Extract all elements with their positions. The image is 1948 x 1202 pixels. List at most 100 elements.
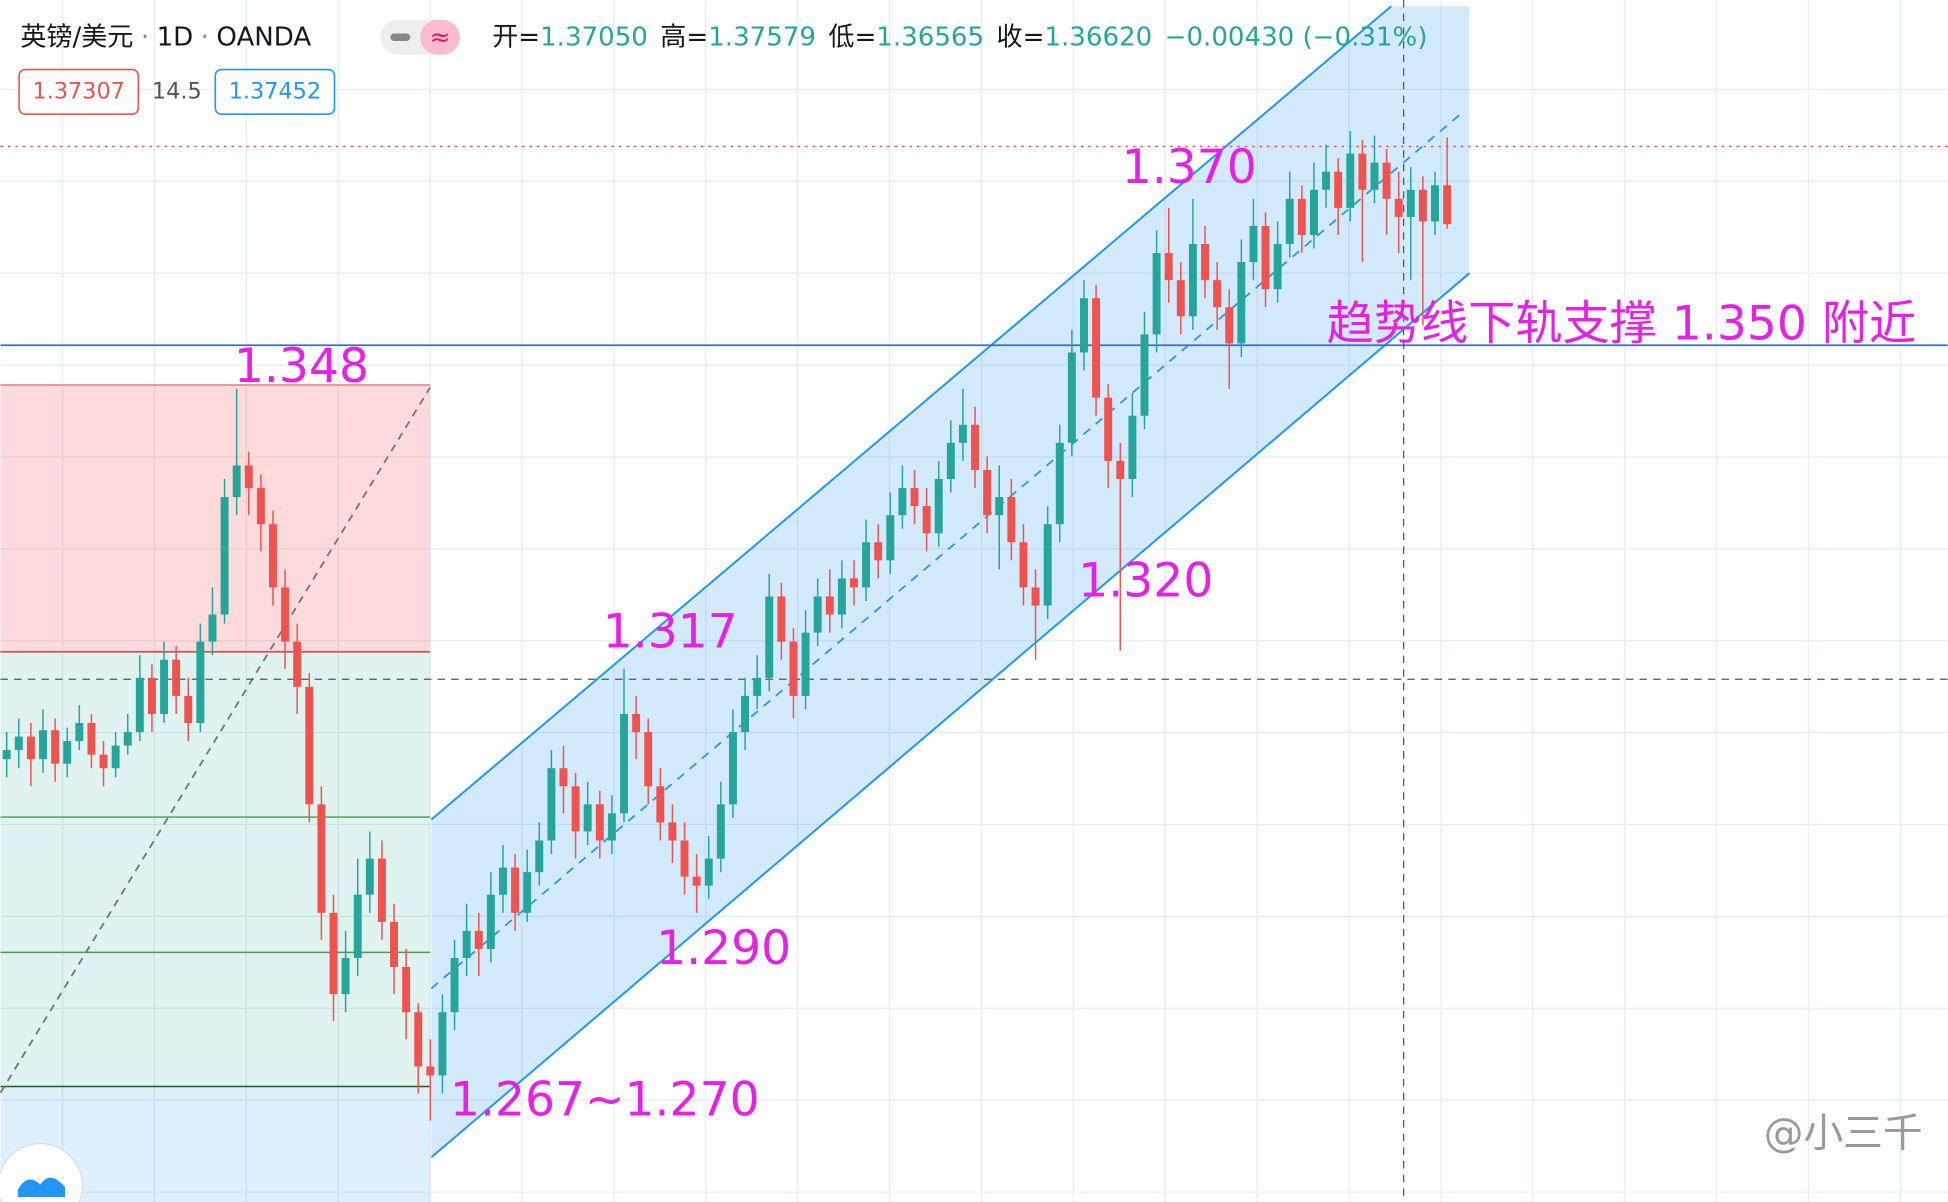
logo-icon (17, 1177, 66, 1198)
bid-box[interactable] (18, 68, 140, 116)
toggle-on[interactable] (420, 19, 460, 55)
candle-body (910, 488, 919, 507)
candle-body (498, 867, 507, 895)
candle-body (462, 930, 471, 958)
risk-zone (0, 384, 431, 652)
ask-price: 1.37452 (229, 78, 321, 104)
candle-body (1309, 189, 1318, 235)
watermark: @小三千 (1764, 1111, 1923, 1157)
candle-body (402, 967, 411, 1013)
candle-body (26, 736, 35, 760)
source: OANDA (216, 22, 311, 52)
candle-body (898, 488, 907, 516)
sep: · (201, 22, 209, 52)
candle-body (1237, 262, 1246, 344)
candle-body (1116, 460, 1125, 479)
candle-body (862, 542, 871, 588)
candle-body (789, 641, 798, 696)
symbol: 英镑/美元 (20, 22, 133, 52)
candle-body (704, 858, 713, 886)
candle-body (753, 677, 762, 696)
ohlc-value: 1.36620 (1044, 22, 1152, 52)
candle-body (1370, 162, 1379, 190)
candle-body (281, 587, 290, 642)
candle-body (680, 840, 689, 877)
candle-body (559, 768, 568, 787)
candle-body (99, 754, 108, 769)
candle-body (971, 424, 980, 470)
candle-body (535, 840, 544, 873)
ask-box[interactable] (214, 68, 336, 116)
candle-body (147, 677, 156, 714)
candle-body (583, 804, 592, 832)
candle-body (14, 736, 23, 751)
candle-body (547, 768, 556, 841)
candle-body (801, 632, 810, 696)
ohlc-label: 高= (660, 22, 708, 52)
candle-body (765, 596, 774, 678)
candle-body (208, 614, 217, 642)
ohlc-value: 1.37579 (708, 22, 816, 52)
candle-body (220, 497, 229, 615)
candle-body (329, 912, 338, 995)
candle-body (716, 804, 725, 859)
candle-body (1128, 415, 1137, 479)
candle-body (1249, 225, 1258, 263)
candle-body (1273, 244, 1282, 290)
candle-body (2, 750, 11, 760)
ohlc-line: 开=1.37050 高=1.37579 低=1.36565 收=1.36620 −0.0… (492, 22, 1427, 52)
candle-body (474, 930, 483, 949)
candle-body (728, 732, 737, 805)
candle-body (595, 804, 604, 841)
candle-body (1334, 171, 1343, 208)
candle-body (668, 822, 677, 841)
candle-body (305, 686, 314, 805)
candle-body (777, 596, 786, 642)
candle-body (196, 641, 205, 724)
ohlc-label: 开= (492, 22, 540, 52)
candle-body (1431, 185, 1439, 222)
candle-body (1261, 225, 1270, 290)
candle-body (1213, 280, 1222, 308)
toggle-symbol: ≈ (430, 22, 451, 51)
candle-body (1322, 171, 1331, 190)
candle-body (111, 745, 120, 769)
candle-body (1079, 298, 1088, 353)
ohlc-value: 1.36565 (876, 22, 984, 52)
candle-body (995, 497, 1004, 516)
candle-body (390, 921, 398, 968)
candle-body (656, 786, 665, 823)
candle-body (317, 804, 326, 913)
sep: · (141, 22, 149, 52)
candle-body (486, 894, 495, 949)
candle-body (983, 469, 992, 516)
annotation: 趋势线下轨支撑 1.350 附近 (1327, 297, 1917, 352)
candle-body (644, 732, 653, 787)
annotation: 1.317 (603, 605, 738, 660)
candle-body (934, 478, 943, 534)
candle-body (1285, 198, 1294, 245)
candle-body (365, 858, 374, 895)
channel-fill (431, 6, 1470, 1158)
candle-body (1418, 189, 1427, 222)
candle-body (1104, 397, 1113, 461)
candle-body (1406, 189, 1415, 217)
candle-body (1055, 442, 1064, 525)
candle-body (1297, 198, 1306, 235)
annotation: 1.320 (1078, 554, 1213, 609)
candle-body (1346, 153, 1355, 208)
candle-body (1019, 542, 1028, 588)
toggle-icon (390, 33, 411, 41)
candle-body (1188, 244, 1197, 317)
candle-body (1176, 280, 1185, 317)
change: −0.00430 (−0.31%) (1165, 22, 1428, 52)
candle-body (1092, 298, 1101, 398)
candle-body (511, 867, 520, 913)
spread: 14.5 (152, 78, 202, 104)
candle-body (825, 596, 834, 615)
candle-body (1043, 524, 1052, 606)
candle-body (39, 730, 47, 760)
channel-lower (430, 272, 1471, 1159)
